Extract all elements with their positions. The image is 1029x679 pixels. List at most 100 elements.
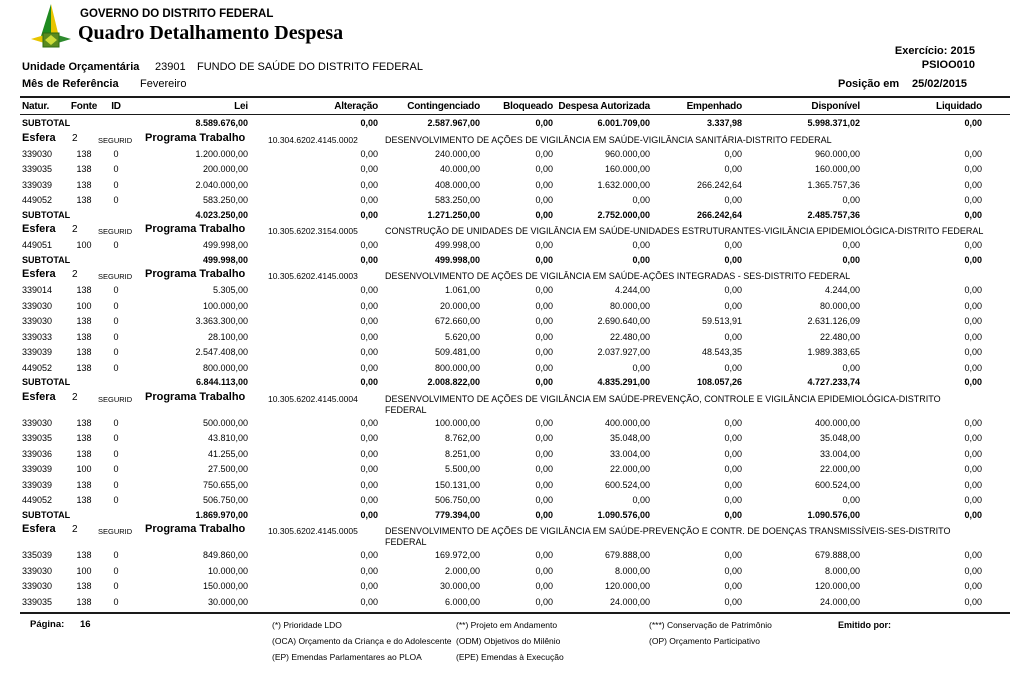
id-cell: 0 [113,179,119,190]
empenhado-cell: 3.337,98 [706,118,742,128]
liquidado-cell: 0,00 [964,362,982,373]
bloqueado-cell: 0,00 [535,581,553,591]
col-header-natur: Natur. [22,101,50,112]
lei-cell: 10.000,00 [207,565,248,576]
programa-code: 10.305.6202.4145.0004 [268,393,358,404]
empenhado-cell: 0,00 [724,254,742,265]
fonte-cell: 138 [76,316,92,326]
lei-cell: 8.589.676,00 [195,118,248,128]
programa-trabalho-label: Programa Trabalho [145,223,246,235]
id-cell: 0 [113,479,119,490]
liquidado-cell: 0,00 [964,377,982,387]
alteracao-cell: 0,00 [360,300,378,311]
alteracao-cell: 0,00 [360,464,378,474]
lei-cell: 6.844.113,00 [195,377,248,387]
liquidado-cell: 0,00 [964,148,982,159]
empenhado-cell: 0,00 [724,285,742,295]
contingenciado-cell: 150.131,00 [434,479,480,490]
lei-cell: 500.000,00 [202,417,248,428]
liquidado-cell: 0,00 [964,464,982,474]
alteracao-cell: 0,00 [360,581,378,591]
disponivel-cell: 679.888,00 [814,550,860,560]
contingenciado-cell: 2.000,00 [444,565,480,576]
despesa-cell: 22.000,00 [609,464,650,474]
legend-item: (EP) Emendas Parlamentares ao PLOA [272,652,422,662]
empenhado-cell: 0,00 [724,509,742,520]
subtotal-label: SUBTOTAL [22,509,71,520]
lei-cell: 800.000,00 [202,362,248,373]
empenhado-cell: 108.057,26 [696,377,742,387]
alteracao-cell: 0,00 [360,596,378,607]
disponivel-cell: 4.244,00 [824,285,860,295]
empenhado-cell: 0,00 [724,362,742,373]
fonte-cell: 138 [76,179,92,190]
table-header-divider [20,114,1010,115]
fonte-cell: 100 [76,464,92,474]
alteracao-cell: 0,00 [360,479,378,490]
fonte-cell: 100 [76,240,92,250]
bloqueado-cell: 0,00 [535,118,553,128]
empenhado-cell: 0,00 [724,240,742,250]
exercicio-label: Exercício: [894,45,948,57]
emitido-por-label: Emitido por: [838,620,891,630]
contingenciado-cell: 408.000,00 [434,179,480,190]
bloqueado-cell: 0,00 [535,195,553,205]
disponivel-cell: 22.480,00 [819,331,860,342]
despesa-cell: 4.244,00 [614,285,650,295]
programa-description-line: DESENVOLVIMENTO DE AÇÕES DE VIGILÂNCIA E… [385,271,851,281]
empenhado-cell: 0,00 [724,550,742,560]
contingenciado-cell: 169.972,00 [434,550,480,560]
subtotal-row: SUBTOTAL 4.023.250,00 0,00 1.271.250,00 0,00… [0,209,1029,222]
despesa-cell: 4.835.291,00 [597,377,650,387]
programa-description-line: FEDERAL [385,537,427,547]
fonte-cell: 138 [76,331,92,342]
col-header-alteracao: Alteração [334,101,378,112]
table-row: 339035 138 0 43.810,00 0,00 8.762,00 0,00 35.04… [0,431,1029,447]
despesa-cell: 24.000,00 [609,596,650,607]
bloqueado-cell: 0,00 [535,464,553,474]
liquidado-cell: 0,00 [964,118,982,128]
despesa-cell: 1.090.576,00 [597,509,650,520]
table-row: 339039 138 0 750.655,00 0,00 150.131,00 0,00 60… [0,478,1029,494]
liquidado-cell: 0,00 [964,417,982,428]
bloqueado-cell: 0,00 [535,596,553,607]
id-cell: 0 [113,464,119,474]
lei-cell: 583.250,00 [202,195,248,205]
programa-description-line: DESENVOLVIMENTO DE AÇÕES DE VIGILÂNCIA E… [385,134,832,145]
table-row: 339035 138 0 200.000,00 0,00 40.000,00 0,00 160… [0,162,1029,178]
alteracao-cell: 0,00 [360,509,378,520]
regime-label: SEGURID [98,272,133,281]
id-cell: 0 [113,331,119,342]
despesa-cell: 33.004,00 [609,448,650,459]
bloqueado-cell: 0,00 [535,347,553,357]
id-cell: 0 [113,240,119,250]
despesa-cell: 80.000,00 [609,300,650,311]
fonte-cell: 138 [76,581,92,591]
empenhado-cell: 266.242,64 [696,209,742,220]
alteracao-cell: 0,00 [360,347,378,357]
esfera-value: 2 [72,524,78,535]
disponivel-cell: 1.989.383,65 [807,347,860,357]
program-row: Esfera 2 SEGURID Programa Trabalho 10.305.62… [0,521,1029,548]
disponivel-cell: 160.000,00 [814,164,860,174]
lei-cell: 499.998,00 [202,240,248,250]
contingenciado-cell: 583.250,00 [434,195,480,205]
fonte-cell: 138 [76,347,92,357]
subtotal-row: SUBTOTAL 8.589.676,00 0,00 2.587.967,00 0,00… [0,117,1029,130]
despesa-cell: 0,00 [632,254,650,265]
disponivel-cell: 960.000,00 [814,148,860,159]
despesa-cell: 1.632.000,00 [597,179,650,190]
despesa-cell: 0,00 [632,362,650,373]
page-title: Quadro Detalhamento Despesa [78,22,344,44]
fonte-cell: 138 [76,596,92,607]
contingenciado-cell: 6.000,00 [444,596,480,607]
natur-cell: 339030 [22,148,53,159]
regime-label: SEGURID [98,227,133,236]
programa-trabalho-label: Programa Trabalho [145,523,246,535]
liquidado-cell: 0,00 [964,596,982,607]
report-code: PSIOO010 [921,59,975,71]
alteracao-cell: 0,00 [360,565,378,576]
id-cell: 0 [113,565,119,576]
natur-cell: 339030 [22,300,53,311]
despesa-cell: 120.000,00 [604,581,650,591]
